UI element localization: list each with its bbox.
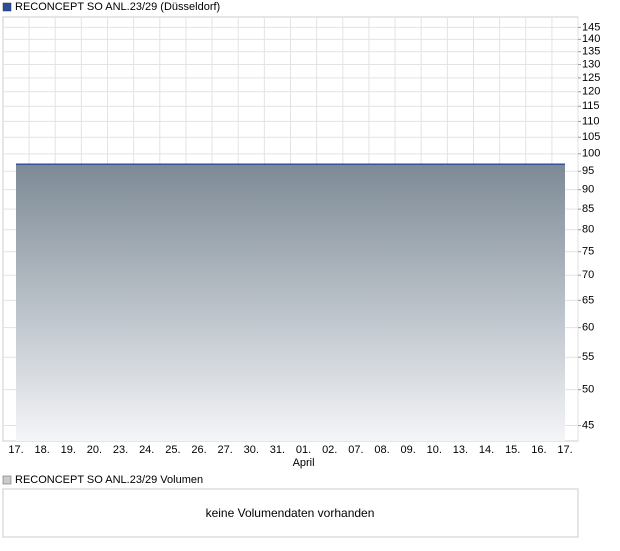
x-tick-label: 18. <box>34 444 49 456</box>
y-tick-label: 125 <box>582 72 600 84</box>
volume-legend: RECONCEPT SO ANL.23/29 Volumen <box>15 474 203 486</box>
x-tick-label: 13. <box>453 444 468 456</box>
volume-box <box>2 488 579 538</box>
y-tick-label: 145 <box>582 21 600 33</box>
x-tick-label: 10. <box>427 444 442 456</box>
x-tick-label: 17. <box>8 444 23 456</box>
area <box>16 164 565 441</box>
x-tick-label: 23. <box>113 444 128 456</box>
y-tick-label: 115 <box>582 100 600 112</box>
x-tick-label: 08. <box>374 444 389 456</box>
x-tick-label: 31. <box>270 444 285 456</box>
y-tick-label: 130 <box>582 58 600 70</box>
x-tick-label: 25. <box>165 444 180 456</box>
y-tick-label: 120 <box>582 86 600 98</box>
x-tick-label: 17. <box>557 444 572 456</box>
y-tick-label: 90 <box>582 184 594 196</box>
y-tick-label: 45 <box>582 419 594 431</box>
y-tick-label: 75 <box>582 246 594 258</box>
y-tick-label: 65 <box>582 294 594 306</box>
y-tick-label: 60 <box>582 322 594 334</box>
x-tick-label: 01. <box>296 444 311 456</box>
y-tick-label: 110 <box>582 115 600 127</box>
x-tick-label: 09. <box>400 444 415 456</box>
x-tick-label: 30. <box>244 444 259 456</box>
y-tick-label: 140 <box>582 33 600 45</box>
y-tick-label: 70 <box>582 269 594 281</box>
y-tick-label: 80 <box>582 224 594 236</box>
x-tick-label: 15. <box>505 444 520 456</box>
legend-swatch <box>2 475 12 485</box>
x-tick-label: 07. <box>348 444 363 456</box>
legend-swatch <box>2 2 12 12</box>
x-sublabel: April <box>293 457 315 469</box>
x-tick-label: 24. <box>139 444 154 456</box>
y-tick-label: 135 <box>582 46 600 58</box>
x-tick-label: 27. <box>217 444 232 456</box>
x-tick-label: 14. <box>479 444 494 456</box>
x-tick-label: 26. <box>191 444 206 456</box>
x-tick-label: 02. <box>322 444 337 456</box>
y-tick-label: 105 <box>582 131 600 143</box>
y-tick-label: 95 <box>582 165 594 177</box>
y-tick-label: 85 <box>582 203 594 215</box>
y-tick-label: 100 <box>582 148 600 160</box>
x-tick-label: 16. <box>531 444 546 456</box>
y-tick-label: 55 <box>582 351 594 363</box>
x-tick-label: 20. <box>87 444 102 456</box>
chart-title: RECONCEPT SO ANL.23/29 (Düsseldorf) <box>15 1 220 13</box>
volume-message: keine Volumendaten vorhanden <box>206 506 375 520</box>
y-tick-label: 50 <box>582 384 594 396</box>
x-tick-label: 19. <box>61 444 76 456</box>
